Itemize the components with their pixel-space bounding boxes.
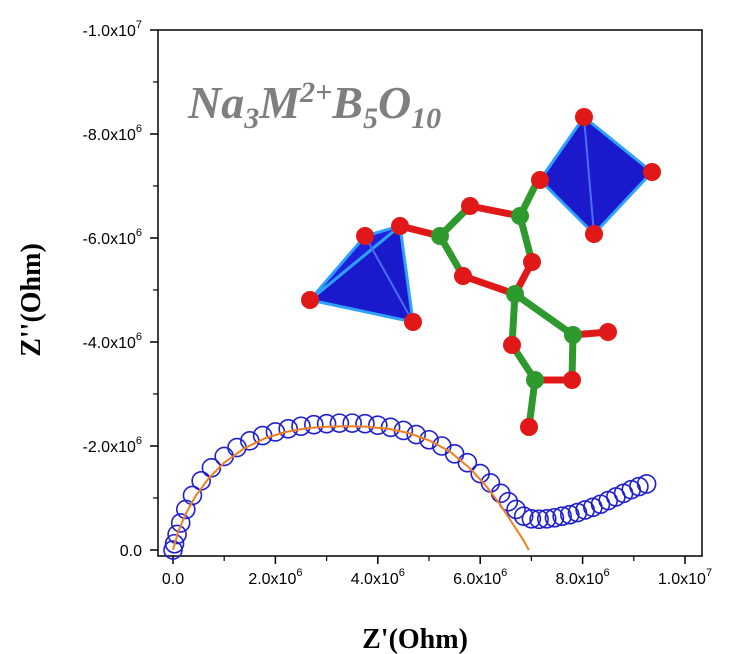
data-point <box>521 508 542 529</box>
boron-atom <box>564 326 582 344</box>
plot-frame <box>157 29 703 557</box>
y-axis-ticks <box>150 29 158 551</box>
x-tick-label: 0.0 <box>162 571 184 588</box>
data-point <box>380 417 401 438</box>
data-point <box>164 533 185 554</box>
y-tick-label: -8.0x106 <box>83 123 143 144</box>
data-point <box>544 507 565 528</box>
oxygen-atom <box>531 171 549 189</box>
oxygen-atom <box>461 197 479 215</box>
x-axis-ticks <box>172 556 686 564</box>
x-tick-label: 2.0x106 <box>248 567 302 588</box>
y-tick-label: -4.0x106 <box>83 331 143 352</box>
data-point <box>316 413 337 434</box>
oxygen-atom <box>599 323 617 341</box>
data-point <box>291 416 311 437</box>
data-point <box>636 474 657 494</box>
y-tick-label: -1.0x107 <box>83 19 143 40</box>
formula-part: 10 <box>411 102 441 135</box>
oxygen-atom <box>520 418 538 436</box>
data-point <box>529 509 549 530</box>
x-axis-title: Z'(Ohm) <box>362 624 468 654</box>
boron-atom <box>506 285 524 303</box>
x-axis-tick-labels: 0.0 2.0x106 4.0x106 6.0x106 8.0x106 1.0x107 <box>162 567 712 588</box>
data-point <box>170 513 191 533</box>
bond <box>459 272 519 298</box>
x-tick-label: 1.0x107 <box>658 567 712 588</box>
fit-line <box>172 425 530 551</box>
data-point <box>506 499 526 520</box>
data-point <box>419 429 439 450</box>
oxygen-atom <box>563 371 581 389</box>
oxygen-atom <box>404 313 422 331</box>
formula-part: 3 <box>243 102 259 135</box>
oxygen-atom <box>575 108 593 126</box>
bond <box>511 290 577 339</box>
data-point <box>182 485 203 506</box>
formula-part: 5 <box>363 102 378 135</box>
data-point <box>629 476 649 497</box>
formula-part: B <box>331 77 363 128</box>
formula-part: 2+ <box>299 76 332 109</box>
data-point <box>342 413 363 433</box>
crystal-structure-inset <box>301 108 661 436</box>
y-tick-label: -6.0x106 <box>83 227 143 248</box>
data-point <box>552 506 572 527</box>
data-point <box>303 414 324 435</box>
oxygen-atom <box>301 291 319 309</box>
data-point <box>457 452 478 473</box>
data-point <box>559 504 580 525</box>
oxygen-atom <box>391 217 409 235</box>
x-tick-label: 6.0x106 <box>453 567 507 588</box>
oxygen-atom <box>454 267 472 285</box>
formula-part: Na <box>187 77 244 128</box>
data-point <box>513 506 534 527</box>
oxygen-atom <box>523 253 541 271</box>
data-point <box>536 508 557 529</box>
oxygen-atom <box>356 227 374 245</box>
formula-part: M <box>258 77 302 128</box>
data-point <box>265 422 286 442</box>
data-point <box>367 415 388 436</box>
chemical-formula: Na3M2+B5O10 <box>187 76 441 135</box>
polyhedron-right <box>538 114 655 237</box>
data-point <box>167 524 187 545</box>
y-axis-title: Z''(Ohm) <box>16 243 47 357</box>
oxygen-atom <box>585 225 603 243</box>
data-point <box>329 413 350 433</box>
data-point <box>406 424 427 445</box>
data-point <box>355 413 375 434</box>
boron-atom <box>431 227 449 245</box>
y-tick-label: 0.0 <box>120 543 142 560</box>
x-tick-label: 8.0x106 <box>556 567 610 588</box>
y-tick-label: -2.0x106 <box>83 435 143 456</box>
boron-atom <box>511 207 529 225</box>
oxygen-atom <box>643 163 661 181</box>
boron-atom <box>526 371 544 389</box>
formula-part: O <box>378 77 411 128</box>
data-series <box>163 413 657 560</box>
oxygen-atom <box>503 336 521 354</box>
scatter-series <box>163 413 657 560</box>
y-axis-tick-labels: 0.0 -2.0x106 -4.0x106 -6.0x106 -8.0x106 -1.0x… <box>83 19 143 560</box>
data-point <box>278 419 299 439</box>
x-tick-label: 4.0x106 <box>351 567 405 588</box>
data-point <box>498 491 519 512</box>
